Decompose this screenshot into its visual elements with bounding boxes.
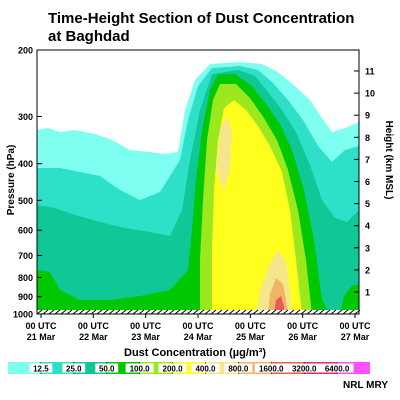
y-tick-label-left: 400 bbox=[18, 159, 33, 169]
y-tick-label-right: 2 bbox=[365, 265, 370, 275]
legend-label: 400.0 bbox=[195, 365, 216, 374]
y-axis-label-left: Pressure (hPa) bbox=[6, 145, 17, 216]
y-tick-label-left: 1000 bbox=[13, 310, 33, 320]
contour-band-3200 bbox=[274, 296, 284, 314]
y-tick-label-right: 4 bbox=[365, 221, 370, 231]
legend-label-bg bbox=[224, 363, 253, 373]
x-tick-date: 24 Mar bbox=[184, 332, 213, 342]
legend-label: 800.0 bbox=[228, 365, 249, 374]
x-tick-date: 25 Mar bbox=[236, 332, 265, 342]
legend-label-bg bbox=[191, 363, 220, 373]
x-tick-date: 27 Mar bbox=[341, 332, 370, 342]
legend-label-bg bbox=[287, 363, 321, 373]
legend-label: 25.0 bbox=[66, 365, 82, 374]
contour-band-800 bbox=[216, 116, 292, 314]
y-tick-label-left: 300 bbox=[18, 112, 33, 122]
x-tick-time: 00 UTC bbox=[130, 321, 162, 331]
legend-label-bg bbox=[320, 363, 354, 373]
y-tick-label-left: 500 bbox=[18, 196, 33, 206]
terrain-hatch bbox=[36, 309, 361, 315]
y-tick-label-right: 8 bbox=[365, 133, 370, 143]
legend-label: 1600.0 bbox=[259, 365, 284, 374]
y-tick-label-right: 7 bbox=[365, 155, 370, 165]
legend-label-bg bbox=[125, 363, 154, 373]
x-tick-time: 00 UTC bbox=[25, 321, 57, 331]
y-tick-label-right: 5 bbox=[365, 199, 370, 209]
contour-band-50-right bbox=[343, 238, 359, 262]
legend-label-bg bbox=[158, 363, 187, 373]
y-tick-label-left: 700 bbox=[18, 251, 33, 261]
y-tick-label-right: 6 bbox=[365, 177, 370, 187]
legend-label-bg bbox=[254, 363, 288, 373]
y-tick-label-right: 9 bbox=[365, 111, 370, 121]
legend-label: 100.0 bbox=[130, 365, 151, 374]
legend-label: 12.5 bbox=[33, 365, 49, 374]
x-tick-date: 26 Mar bbox=[288, 332, 317, 342]
x-tick-time: 00 UTC bbox=[235, 321, 267, 331]
y-tick-label-left: 800 bbox=[18, 273, 33, 283]
x-tick-time: 00 UTC bbox=[287, 321, 319, 331]
y-tick-label-right: 1 bbox=[365, 288, 370, 298]
x-tick-time: 00 UTC bbox=[339, 321, 371, 331]
y-tick-label-right: 3 bbox=[365, 243, 370, 253]
x-tick-time: 00 UTC bbox=[78, 321, 110, 331]
legend-label: 50.0 bbox=[99, 365, 115, 374]
legend-label-bg bbox=[29, 363, 53, 373]
y-tick-label-left: 600 bbox=[18, 226, 33, 236]
chart-title: Time-Height Section of Dust Concentratio… bbox=[48, 10, 355, 45]
y-tick-label-right: 10 bbox=[365, 89, 375, 99]
x-axis-label: Dust Concentration (µg/m³) bbox=[124, 347, 266, 359]
y-tick-label-left: 900 bbox=[18, 292, 33, 302]
legend-label-bg bbox=[62, 363, 86, 373]
y-tick-label-right: 11 bbox=[365, 67, 375, 77]
y-axis-label-right: Height (km MSL) bbox=[383, 121, 394, 200]
legend-label: 6400.0 bbox=[325, 365, 350, 374]
x-tick-time: 00 UTC bbox=[182, 321, 214, 331]
y-tick-label-left: 200 bbox=[18, 46, 33, 56]
x-tick-date: 22 Mar bbox=[79, 332, 108, 342]
credit-label: NRL MRY bbox=[343, 380, 388, 391]
x-tick-date: 23 Mar bbox=[131, 332, 160, 342]
x-tick-date: 21 Mar bbox=[27, 332, 56, 342]
legend-label-bg bbox=[95, 363, 119, 373]
legend-label: 3200.0 bbox=[292, 365, 317, 374]
legend-label: 200.0 bbox=[163, 365, 184, 374]
